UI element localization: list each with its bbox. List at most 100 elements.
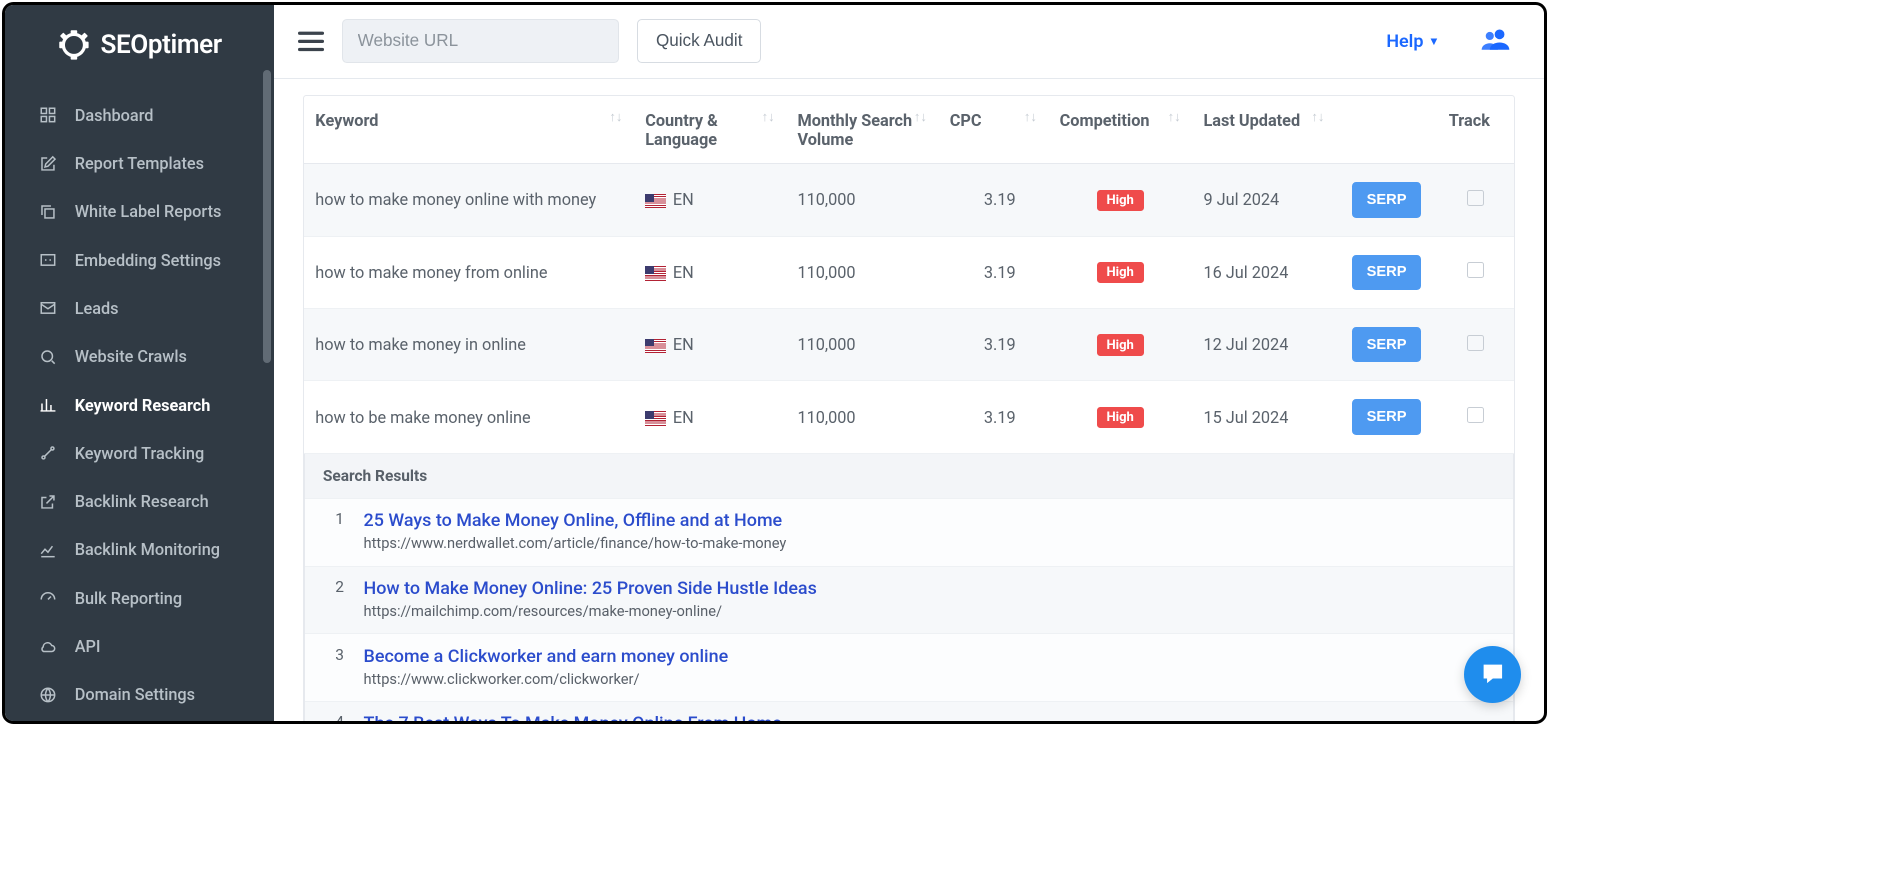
th-track: Track <box>1437 96 1513 164</box>
sidebar-item-report-templates[interactable]: Report Templates <box>5 139 274 187</box>
table-row: how to make money in onlineEN110,0003.19… <box>304 309 1514 381</box>
sort-icon: ↑↓ <box>1311 114 1324 122</box>
cell-volume: 110,000 <box>786 236 938 308</box>
chevron-down-icon: ▼ <box>1428 34 1439 48</box>
serp-button[interactable]: SERP <box>1352 327 1421 363</box>
track-checkbox[interactable] <box>1467 262 1483 278</box>
embed-icon <box>37 251 58 269</box>
th-updated[interactable]: Last Updated↑↓ <box>1192 96 1336 164</box>
track-checkbox[interactable] <box>1467 407 1483 423</box>
brand-logo[interactable]: SEOptimer <box>5 5 274 87</box>
search-results-panel: Search Results 125 Ways to Make Money On… <box>304 454 1514 721</box>
search-result-item: 2How to Make Money Online: 25 Proven Sid… <box>305 566 1513 634</box>
cell-updated: 16 Jul 2024 <box>1192 236 1336 308</box>
th-volume[interactable]: Monthly Search Volume↑↓ <box>786 96 938 164</box>
sidebar-item-label: Dashboard <box>75 106 154 125</box>
help-label: Help <box>1386 31 1423 52</box>
cell-competition: High <box>1048 164 1192 236</box>
track-checkbox[interactable] <box>1467 190 1483 206</box>
cell-competition: High <box>1048 236 1192 308</box>
cell-keyword: how to make money from online <box>304 236 634 308</box>
serp-button[interactable]: SERP <box>1352 399 1421 435</box>
sidebar-item-keyword-tracking[interactable]: Keyword Tracking <box>5 429 274 477</box>
result-url: https://mailchimp.com/resources/make-mon… <box>364 602 1495 620</box>
search-result-item: 4The 7 Best Ways To Make Money Online Fr… <box>305 701 1513 721</box>
sidebar-item-label: API <box>75 637 101 656</box>
menu-toggle-icon[interactable] <box>298 30 324 53</box>
serp-button[interactable]: SERP <box>1352 182 1421 218</box>
cell-cpc: 3.19 <box>938 236 1048 308</box>
tracking-icon <box>37 444 58 462</box>
th-competition[interactable]: Competition↑↓ <box>1048 96 1192 164</box>
website-url-input[interactable] <box>342 19 619 63</box>
th-keyword[interactable]: Keyword↑↓ <box>304 96 634 164</box>
cell-keyword: how to make money in online <box>304 309 634 381</box>
competition-badge: High <box>1097 262 1144 284</box>
chat-fab[interactable] <box>1464 646 1521 703</box>
search-results-header: Search Results <box>305 454 1513 498</box>
sidebar-item-label: Domain Settings <box>75 685 195 704</box>
search-result-item: 3 Become a Clickworker and earn money onl… <box>305 633 1513 701</box>
result-title-link[interactable]: How to Make Money Online: 25 Proven Side… <box>364 578 1495 599</box>
sidebar-item-label: Leads <box>75 299 119 318</box>
cell-updated: 15 Jul 2024 <box>1192 381 1336 453</box>
content: Keyword↑↓ Country & Language↑↓ Monthly S… <box>274 79 1544 721</box>
cell-cpc: 3.19 <box>938 164 1048 236</box>
sidebar-item-dashboard[interactable]: Dashboard <box>5 91 274 139</box>
cell-cpc: 3.19 <box>938 309 1048 381</box>
sidebar-item-label: Keyword Tracking <box>75 444 204 463</box>
cell-updated: 9 Jul 2024 <box>1192 164 1336 236</box>
copy-icon <box>37 203 58 221</box>
sort-icon: ↑↓ <box>914 114 927 122</box>
cell-country: EN <box>634 309 786 381</box>
sort-icon: ↑↓ <box>1024 114 1037 122</box>
result-url: https://www.clickworker.com/clickworker/ <box>364 670 1495 688</box>
sidebar-item-label: Website Crawls <box>75 347 187 366</box>
th-country[interactable]: Country & Language↑↓ <box>634 96 786 164</box>
sidebar-scrollbar[interactable] <box>263 70 271 363</box>
sidebar-item-api[interactable]: API <box>5 622 274 670</box>
users-icon[interactable] <box>1480 27 1511 55</box>
external-link-icon <box>37 493 58 511</box>
th-serp <box>1336 96 1438 164</box>
serp-button[interactable]: SERP <box>1352 255 1421 291</box>
cell-competition: High <box>1048 309 1192 381</box>
crawl-icon <box>37 348 58 366</box>
sidebar-item-bulk-reporting[interactable]: Bulk Reporting <box>5 574 274 622</box>
sidebar-item-crawls[interactable]: Website Crawls <box>5 333 274 381</box>
competition-badge: High <box>1097 334 1144 356</box>
sidebar-item-label: White Label Reports <box>75 202 222 221</box>
sidebar-item-label: Backlink Research <box>75 492 209 511</box>
sidebar-item-embedding[interactable]: Embedding Settings <box>5 236 274 284</box>
help-dropdown[interactable]: Help ▼ <box>1386 31 1439 52</box>
result-number: 3 <box>329 646 344 688</box>
sidebar-item-white-label[interactable]: White Label Reports <box>5 188 274 236</box>
cell-volume: 110,000 <box>786 381 938 453</box>
search-result-item: 125 Ways to Make Money Online, Offline a… <box>305 498 1513 566</box>
sort-icon: ↑↓ <box>762 114 775 122</box>
result-title-link[interactable]: The 7 Best Ways To Make Money Online Fro… <box>364 713 1495 720</box>
mail-icon <box>37 299 58 317</box>
brand-mark-icon <box>56 27 92 63</box>
flag-us-icon <box>645 339 666 354</box>
competition-badge: High <box>1097 407 1144 429</box>
sidebar-item-keyword-research[interactable]: Keyword Research <box>5 381 274 429</box>
cell-country: EN <box>634 164 786 236</box>
table-row: how to make money online with moneyEN110… <box>304 164 1514 236</box>
cell-updated: 12 Jul 2024 <box>1192 309 1336 381</box>
quick-audit-button[interactable]: Quick Audit <box>637 19 761 63</box>
th-cpc[interactable]: CPC↑↓ <box>938 96 1048 164</box>
result-title-link[interactable]: Become a Clickworker and earn money onli… <box>364 646 1495 667</box>
sidebar-item-backlink-research[interactable]: Backlink Research <box>5 478 274 526</box>
table-row: how to be make money onlineEN110,0003.19… <box>304 381 1514 453</box>
main: Quick Audit Help ▼ Keyword↑↓ Country & L… <box>274 5 1544 721</box>
result-title-link[interactable]: 25 Ways to Make Money Online, Offline an… <box>364 510 1495 531</box>
sidebar-item-backlink-monitoring[interactable]: Backlink Monitoring <box>5 526 274 574</box>
track-checkbox[interactable] <box>1467 335 1483 351</box>
sidebar-item-domain-settings[interactable]: Domain Settings <box>5 671 274 719</box>
cell-country: EN <box>634 381 786 453</box>
sort-icon: ↑↓ <box>609 114 622 122</box>
sidebar-item-leads[interactable]: Leads <box>5 284 274 332</box>
sidebar: SEOptimer Dashboard Report Templates Whi… <box>5 5 274 721</box>
cell-volume: 110,000 <box>786 164 938 236</box>
